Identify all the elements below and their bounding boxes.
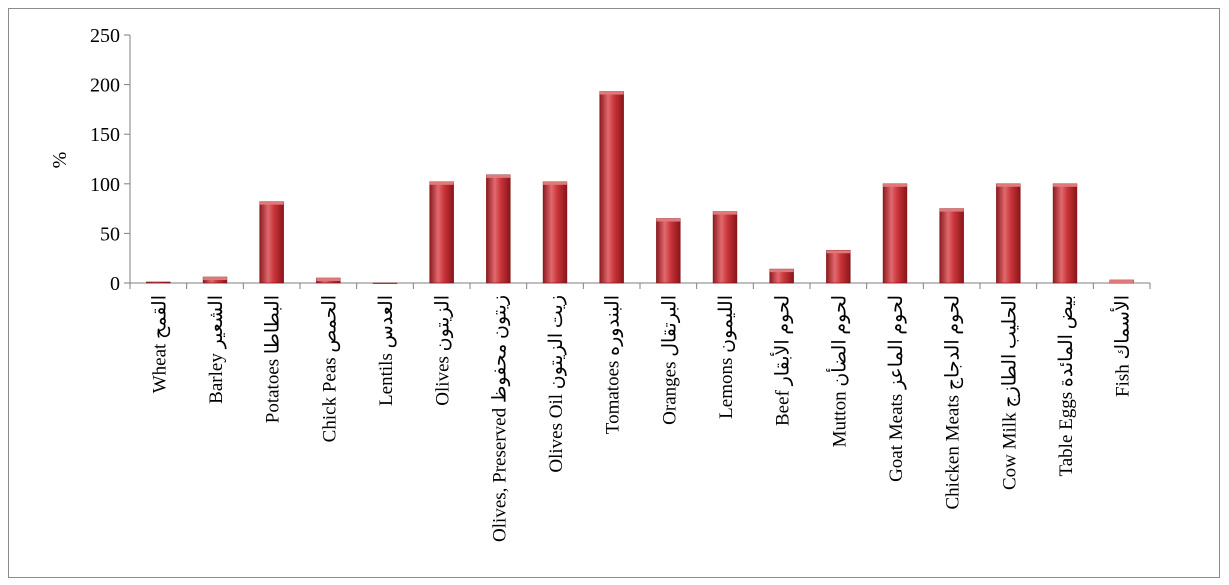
bar-cap	[883, 183, 907, 187]
bar-cap	[1053, 183, 1077, 187]
bars	[146, 91, 1134, 284]
y-tick-label: 0	[110, 273, 120, 295]
category-label-text: Lentils العدس	[376, 295, 397, 406]
category-label-text: Table Eggs بيض المائدة	[1056, 295, 1077, 477]
bar-olives	[429, 181, 454, 284]
bar-oranges	[656, 218, 681, 284]
category-label: Lemons الليمون	[716, 295, 737, 419]
bar-mutton	[826, 249, 851, 284]
y-tick-label: 100	[90, 174, 120, 196]
category-label-text: Chicken Meats لحوم الدجاج	[943, 295, 964, 510]
category-label-text: Cow Milk الحليب الطازج	[999, 295, 1020, 490]
bar-cap	[996, 183, 1021, 187]
y-axis-label: %	[49, 152, 71, 169]
bar-lemons	[712, 211, 738, 284]
bar-cap	[543, 181, 567, 185]
category-label: Chick Peas الحمص	[319, 295, 340, 442]
y-tick-label: 150	[90, 124, 120, 146]
category-label: Olives Oil زيت الزيتون	[546, 295, 567, 473]
bar-goat-meats	[882, 183, 908, 284]
y-tick-label: 250	[90, 25, 120, 47]
bar-cap	[203, 277, 227, 281]
category-label: Fish الأسماك	[1110, 295, 1134, 397]
category-label: Barley الشعير	[206, 295, 227, 404]
y-tick-label: 200	[90, 75, 120, 97]
category-label-text: Mutton لحوم الضأن	[825, 295, 850, 447]
category-label: Lentils العدس	[376, 295, 397, 406]
category-label-text: Potatoes البطاطا	[263, 295, 284, 423]
category-label: Goat Meats لحوم الماعز	[886, 295, 907, 482]
category-label: Mutton لحوم الضأن	[825, 295, 850, 447]
bar-cow-milk	[996, 183, 1021, 284]
category-label: Olives الزيتون	[433, 295, 454, 406]
bar-cap	[826, 250, 851, 254]
category-label-text: Chick Peas الحمص	[319, 295, 340, 442]
bar-cap	[769, 269, 794, 273]
category-label: Beef لحوم الأبقار	[770, 295, 794, 426]
category-label-text: Olives Oil زيت الزيتون	[546, 295, 567, 473]
bar-cap	[486, 174, 511, 178]
category-label: Olives, Preserved زيتون محفوظ	[489, 295, 510, 542]
y-tick-label: 50	[100, 223, 120, 245]
bar-lentils	[372, 282, 398, 284]
bar-cap	[713, 211, 737, 215]
bar-cap	[599, 91, 624, 95]
category-label-text: Goat Meats لحوم الماعز	[886, 295, 907, 482]
category-label: Tomatoes البندوره	[603, 295, 624, 434]
bar-chicken-meats	[939, 208, 964, 284]
category-label-text: Wheat القمح	[149, 295, 170, 393]
category-label-text: Tomatoes البندوره	[603, 295, 624, 434]
category-label-text: Oranges البرتقال	[659, 295, 680, 425]
category-label: Potatoes البطاطا	[263, 295, 284, 423]
bar-table-eggs	[1052, 183, 1078, 284]
category-label-text: Olives, Preserved زيتون محفوظ	[489, 295, 510, 542]
category-label-text: Fish الأسماك	[1110, 295, 1134, 397]
axes: 0 50 100 150 200 250	[90, 25, 1151, 295]
bar-cap	[429, 181, 454, 185]
category-labels: Wheat القمح Barley الشعير Potatoes البطاطا…	[149, 295, 1133, 542]
category-label-text: Barley الشعير	[206, 295, 227, 404]
bar-cap	[939, 208, 964, 212]
category-label: Wheat القمح	[149, 295, 170, 393]
category-label-text: Beef لحوم الأبقار	[770, 295, 794, 426]
bar-cap	[259, 201, 284, 205]
bar-tomatoes	[599, 91, 624, 284]
bar-wheat	[146, 281, 171, 284]
category-label-text: Lemons الليمون	[716, 295, 737, 419]
bar-olives-oil	[542, 181, 568, 284]
bar-potatoes	[259, 201, 284, 284]
category-label-text: Olives الزيتون	[433, 295, 454, 406]
bar-cap	[656, 218, 681, 222]
bar-cap	[316, 278, 341, 282]
bar-cap	[1109, 280, 1134, 284]
category-label: Cow Milk الحليب الطازج	[999, 295, 1020, 490]
category-label: Oranges البرتقال	[659, 295, 680, 425]
category-label: Table Eggs بيض المائدة	[1056, 295, 1077, 477]
category-label: Chicken Meats لحوم الدجاج	[943, 295, 964, 510]
bar-olives-preserved	[486, 174, 511, 284]
